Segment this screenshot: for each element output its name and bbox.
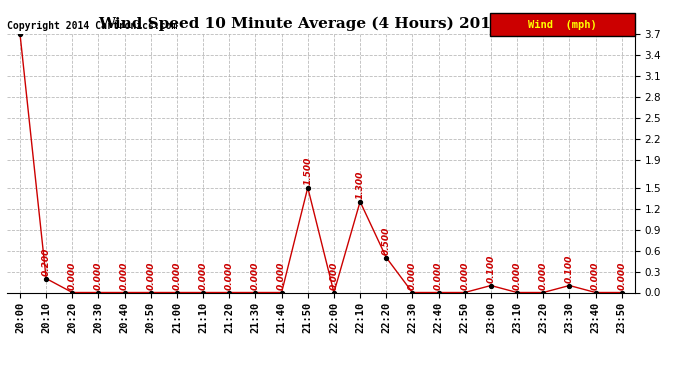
Text: 0.000: 0.000	[460, 261, 469, 290]
Point	[224, 290, 235, 296]
Point	[197, 290, 208, 296]
Point	[302, 184, 313, 190]
Text: Copyright 2014 Cartronics.com: Copyright 2014 Cartronics.com	[7, 21, 177, 31]
Text: 0.000: 0.000	[172, 261, 181, 290]
Point	[355, 199, 366, 205]
Point	[407, 290, 418, 296]
Text: 0.100: 0.100	[565, 254, 574, 283]
Text: 0.000: 0.000	[408, 261, 417, 290]
Text: 0.500: 0.500	[382, 226, 391, 255]
Text: 0.000: 0.000	[591, 261, 600, 290]
Point	[564, 282, 575, 288]
Point	[250, 290, 261, 296]
Point	[590, 290, 601, 296]
Text: 3.700: 3.700	[15, 6, 24, 34]
Point	[381, 255, 392, 261]
Text: 1.500: 1.500	[304, 156, 313, 185]
Text: 0.000: 0.000	[251, 261, 260, 290]
Point	[14, 31, 26, 37]
Text: 0.000: 0.000	[539, 261, 548, 290]
Text: 0.000: 0.000	[434, 261, 443, 290]
Text: 0.000: 0.000	[146, 261, 155, 290]
Point	[67, 290, 78, 296]
Point	[119, 290, 130, 296]
FancyBboxPatch shape	[491, 13, 635, 36]
Text: 0.000: 0.000	[225, 261, 234, 290]
Point	[433, 290, 444, 296]
Point	[41, 276, 52, 282]
Point	[171, 290, 182, 296]
Text: 0.000: 0.000	[277, 261, 286, 290]
Title: Wind Speed 10 Minute Average (4 Hours) 20140408: Wind Speed 10 Minute Average (4 Hours) 2…	[98, 17, 544, 31]
Point	[328, 290, 339, 296]
Text: 0.000: 0.000	[513, 261, 522, 290]
Text: 0.000: 0.000	[618, 261, 627, 290]
Point	[276, 290, 287, 296]
Point	[616, 290, 627, 296]
Text: 0.000: 0.000	[199, 261, 208, 290]
Point	[93, 290, 104, 296]
Text: 1.300: 1.300	[355, 170, 364, 199]
Text: Wind  (mph): Wind (mph)	[529, 20, 597, 30]
Point	[146, 290, 157, 296]
Text: 0.000: 0.000	[94, 261, 103, 290]
Text: 0.000: 0.000	[68, 261, 77, 290]
Point	[511, 290, 522, 296]
Text: 0.000: 0.000	[329, 261, 338, 290]
Text: 0.100: 0.100	[486, 254, 495, 283]
Text: 0.000: 0.000	[120, 261, 129, 290]
Point	[538, 290, 549, 296]
Text: 0.200: 0.200	[41, 248, 50, 276]
Point	[485, 282, 496, 288]
Point	[460, 290, 471, 296]
